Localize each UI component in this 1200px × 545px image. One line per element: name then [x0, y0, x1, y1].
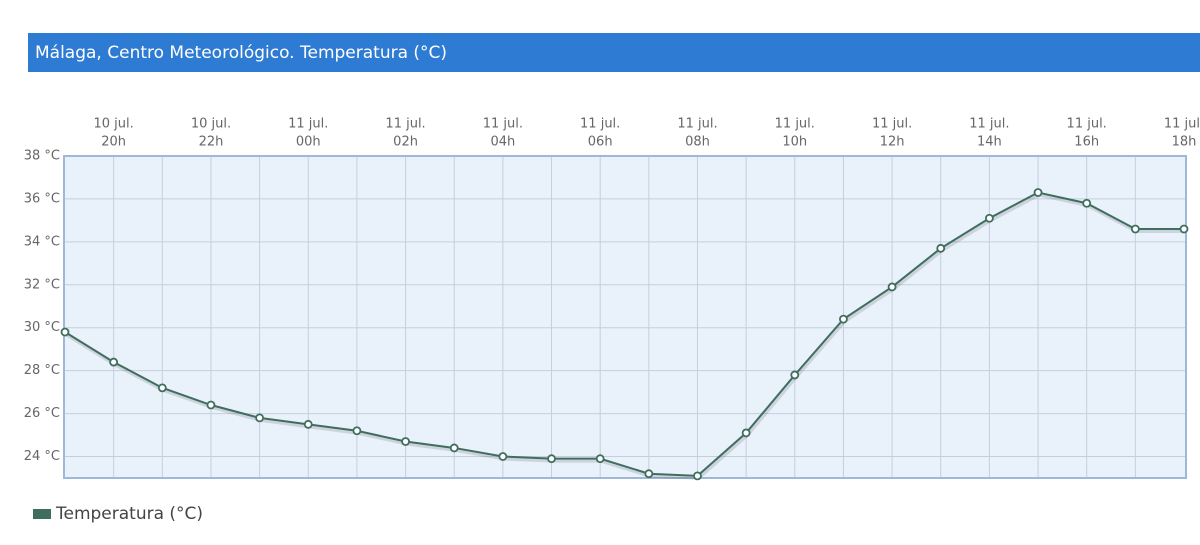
point [644, 469, 654, 479]
y-tick-label: 26 °C [24, 406, 60, 421]
y-tick-label: 38 °C [24, 149, 60, 164]
point [352, 426, 362, 436]
point [1033, 188, 1043, 197]
x-tick-hour: 06h [588, 135, 613, 150]
point [887, 282, 897, 292]
point [1179, 224, 1189, 234]
x-tick-date: 11 jul. [677, 117, 717, 132]
title-bar [28, 33, 1200, 72]
x-tick-date: 11 jul. [580, 117, 620, 132]
x-tick-date: 11 jul. [872, 117, 912, 132]
x-tick-hour: 16h [1074, 135, 1099, 150]
point [255, 413, 265, 423]
legend-swatch [33, 509, 51, 519]
x-tick-date: 11 jul. [775, 117, 815, 132]
x-tick-hour: 08h [685, 135, 710, 150]
point [449, 443, 459, 453]
point [936, 243, 946, 253]
x-tick-date: 11 jul. [288, 117, 328, 132]
y-tick-label: 30 °C [24, 320, 60, 335]
point [547, 454, 556, 464]
chart-title: Málaga, Centro Meteorológico. Temperatur… [35, 43, 447, 63]
y-tick-label: 32 °C [24, 277, 60, 292]
legend-label: Temperatura (°C) [55, 504, 203, 524]
y-tick-label: 24 °C [24, 449, 60, 464]
y-tick-label: 36 °C [24, 191, 60, 206]
point [693, 471, 702, 481]
x-tick-hour: 22h [199, 135, 224, 150]
point [206, 400, 216, 410]
x-tick-hour: 18h [1172, 135, 1197, 150]
x-tick-date: 10 jul. [191, 117, 231, 132]
point [839, 314, 848, 324]
x-tick-hour: 00h [296, 135, 321, 150]
point [1082, 198, 1092, 208]
x-tick-date: 11 jul. [969, 117, 1009, 132]
x-tick-hour: 02h [393, 135, 418, 150]
x-tick-hour: 14h [977, 135, 1002, 150]
x-tick-hour: 12h [880, 135, 905, 150]
point [303, 419, 313, 429]
x-tick-hour: 20h [101, 135, 126, 150]
x-tick-date: 11 jul. [1164, 117, 1200, 132]
x-tick-hour: 10h [782, 135, 807, 150]
line-shadow [64, 192, 1185, 480]
point [157, 383, 167, 393]
point [790, 370, 800, 380]
plot-area [64, 156, 1186, 478]
y-tick-label: 28 °C [24, 363, 60, 378]
point [1130, 224, 1140, 234]
point [401, 437, 410, 446]
x-tick-hour: 04h [490, 135, 515, 150]
point [741, 428, 751, 438]
x-tick-date: 11 jul. [385, 117, 425, 132]
line [64, 191, 1184, 477]
point [595, 454, 605, 464]
point [498, 452, 508, 461]
y-tick-label: 34 °C [24, 234, 60, 249]
x-tick-date: 11 jul. [483, 117, 523, 132]
point [984, 213, 994, 223]
x-tick-date: 11 jul. [1067, 117, 1107, 132]
x-tick-date: 10 jul. [94, 117, 134, 132]
point [109, 357, 119, 367]
point [60, 327, 70, 337]
plot-border [63, 155, 1187, 479]
